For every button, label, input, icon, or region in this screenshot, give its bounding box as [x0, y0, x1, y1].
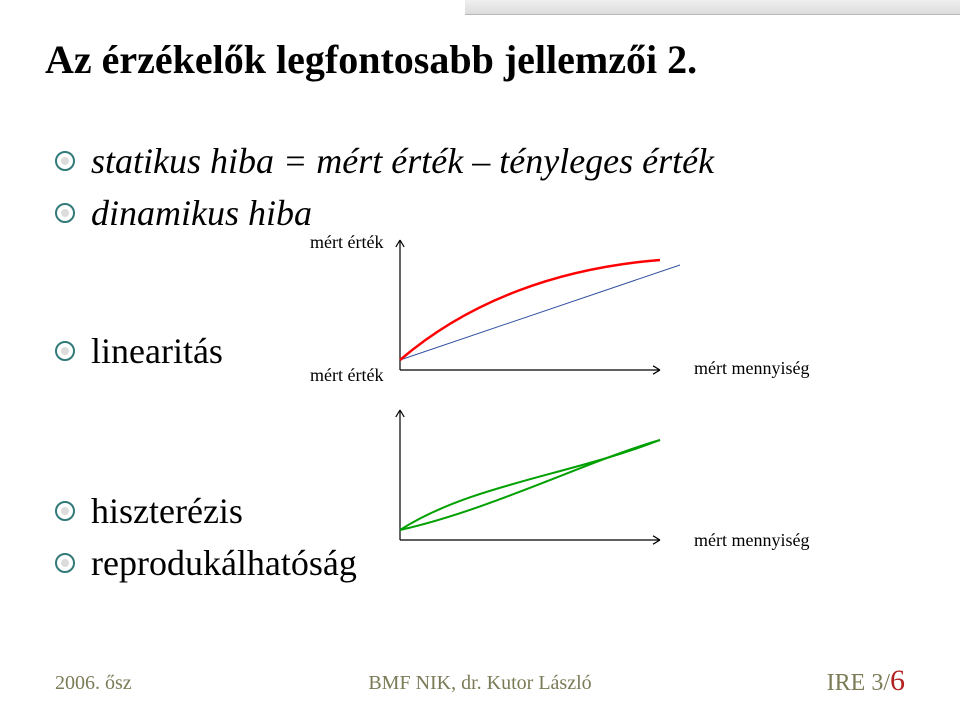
bullet-text: statikus hiba = mért érték – tényleges é…: [91, 140, 714, 182]
chart1-ylabel2: mért érték: [310, 365, 383, 386]
bullet-icon: [55, 501, 75, 521]
footer-center: BMF NIK, dr. Kutor László: [0, 672, 960, 695]
bullet-row: reprodukálhatóság: [55, 542, 357, 584]
bullet-text: reprodukálhatóság: [91, 542, 357, 584]
bullet-text: hiszterézis: [91, 490, 243, 532]
chart1-xlabel: mért mennyiség: [694, 358, 809, 379]
linearity-chart: [330, 230, 710, 405]
page-number: 6: [890, 664, 905, 697]
bullet-row: linearitás: [55, 330, 223, 372]
bullet-text: linearitás: [91, 330, 223, 372]
bullet-icon: [55, 341, 75, 361]
slide-title: Az érzékelők legfontosabb jellemzői 2.: [45, 36, 697, 83]
chart1-ylabel: mért érték: [310, 232, 383, 253]
bullet-text: dinamikus hiba: [91, 192, 312, 234]
hysteresis-chart: [330, 400, 710, 575]
bullet-icon: [55, 553, 75, 573]
bullet-icon: [55, 151, 75, 171]
bullet-row: dinamikus hiba: [55, 192, 312, 234]
bullet-row: hiszterézis: [55, 490, 243, 532]
footer-right: IRE 3/6: [827, 664, 905, 698]
bullet-icon: [55, 203, 75, 223]
bullet-row: statikus hiba = mért érték – tényleges é…: [55, 140, 714, 182]
top-strip: [465, 0, 960, 15]
chart2-xlabel: mért mennyiség: [694, 530, 809, 551]
footer-right-prefix: IRE 3/: [827, 670, 890, 696]
